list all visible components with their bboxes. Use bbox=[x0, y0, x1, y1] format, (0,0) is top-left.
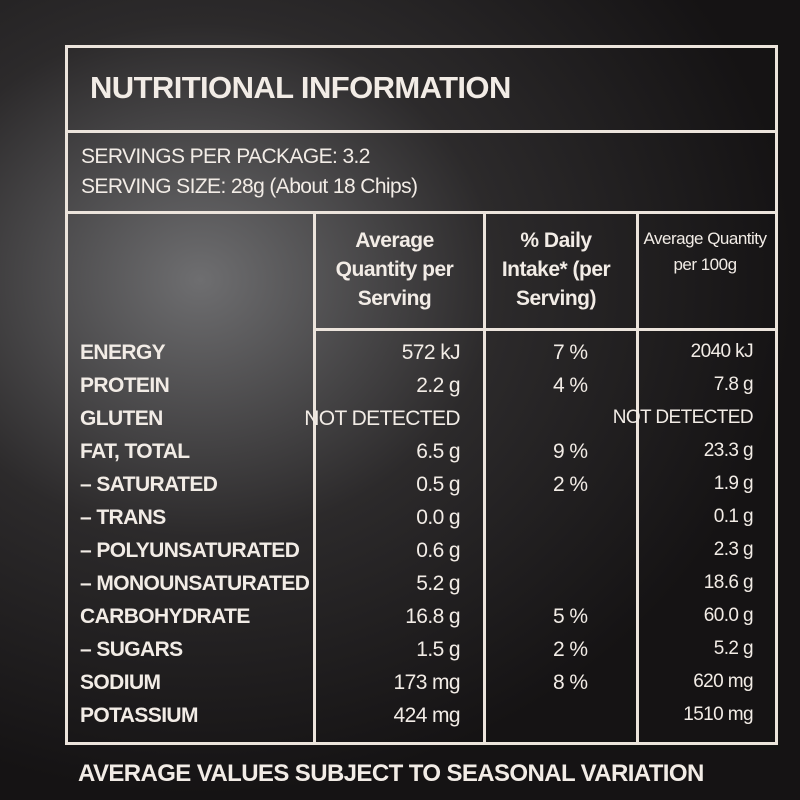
per-serving: NOT DETECTED bbox=[304, 407, 460, 430]
serving-size: SERVING SIZE: 28g (About 18 Chips) bbox=[81, 175, 418, 198]
rule bbox=[68, 211, 775, 214]
per-serving: 0.5 g bbox=[416, 473, 460, 496]
per-100g: 2040 kJ bbox=[690, 341, 754, 362]
rule bbox=[313, 211, 316, 742]
per-100g: NOT DETECTED bbox=[612, 407, 754, 428]
nutrient-name: POTASSIUM bbox=[80, 704, 198, 727]
nutrition-panel: NUTRITIONAL INFORMATION SERVINGS PER PAC… bbox=[65, 45, 778, 745]
per-serving: 424 mg bbox=[393, 704, 461, 727]
per-serving: 6.5 g bbox=[416, 440, 460, 463]
per-100g: 18.6 g bbox=[703, 572, 754, 593]
per-serving: 5.2 g bbox=[416, 572, 460, 595]
nutrient-name: SODIUM bbox=[80, 671, 161, 694]
nutrient-name: – SUGARS bbox=[80, 638, 183, 661]
per-serving: 1.5 g bbox=[416, 638, 460, 661]
daily-intake: 2 % bbox=[553, 473, 588, 496]
per-100g: 60.0 g bbox=[703, 605, 754, 626]
daily-intake: 5 % bbox=[553, 605, 588, 628]
per-100g: 2.3 g bbox=[713, 539, 754, 560]
rule bbox=[636, 211, 639, 742]
servings: SERVINGS PER PACKAGE: 3.2 bbox=[81, 145, 370, 168]
daily-intake: 7 % bbox=[553, 341, 588, 364]
nutrient-name: CARBOHYDRATE bbox=[80, 605, 250, 628]
daily-intake: 4 % bbox=[553, 374, 588, 397]
daily-intake: 9 % bbox=[553, 440, 588, 463]
per-serving: 572 kJ bbox=[401, 341, 461, 364]
rule bbox=[313, 328, 775, 331]
column-header: Average Quantity per 100g bbox=[643, 229, 767, 274]
nutrient-name: – MONOUNSATURATED bbox=[80, 572, 310, 595]
per-serving: 2.2 g bbox=[416, 374, 460, 397]
title: NUTRITIONAL INFORMATION bbox=[90, 70, 511, 105]
per-serving: 173 mg bbox=[393, 671, 461, 694]
nutrient-name: – SATURATED bbox=[80, 473, 218, 496]
per-100g: 1510 mg bbox=[683, 704, 753, 725]
per-serving: 16.8 g bbox=[405, 605, 460, 628]
per-100g: 0.1 g bbox=[713, 506, 754, 527]
per-100g: 620 mg bbox=[693, 671, 753, 692]
column-header: % Daily Intake* (per Serving) bbox=[501, 229, 611, 310]
footer: AVERAGE VALUES SUBJECT TO SEASONAL VARIA… bbox=[78, 760, 704, 787]
per-100g: 1.9 g bbox=[713, 473, 754, 494]
rule bbox=[68, 130, 775, 133]
daily-intake: 2 % bbox=[553, 638, 588, 661]
daily-intake: 8 % bbox=[553, 671, 588, 694]
column-header: Average Quantity per Serving bbox=[335, 229, 454, 310]
nutrient-name: FAT, TOTAL bbox=[80, 440, 190, 463]
per-serving: 0.6 g bbox=[416, 539, 460, 562]
rule bbox=[483, 211, 486, 742]
per-100g: 7.8 g bbox=[713, 374, 754, 395]
per-100g: 5.2 g bbox=[713, 638, 754, 659]
per-serving: 0.0 g bbox=[416, 506, 460, 529]
nutrient-name: GLUTEN bbox=[80, 407, 163, 430]
nutrient-name: – TRANS bbox=[80, 506, 166, 529]
nutrient-name: – POLYUNSATURATED bbox=[80, 539, 300, 562]
nutrient-name: ENERGY bbox=[80, 341, 166, 364]
nutrient-name: PROTEIN bbox=[80, 374, 170, 397]
per-100g: 23.3 g bbox=[703, 440, 754, 461]
